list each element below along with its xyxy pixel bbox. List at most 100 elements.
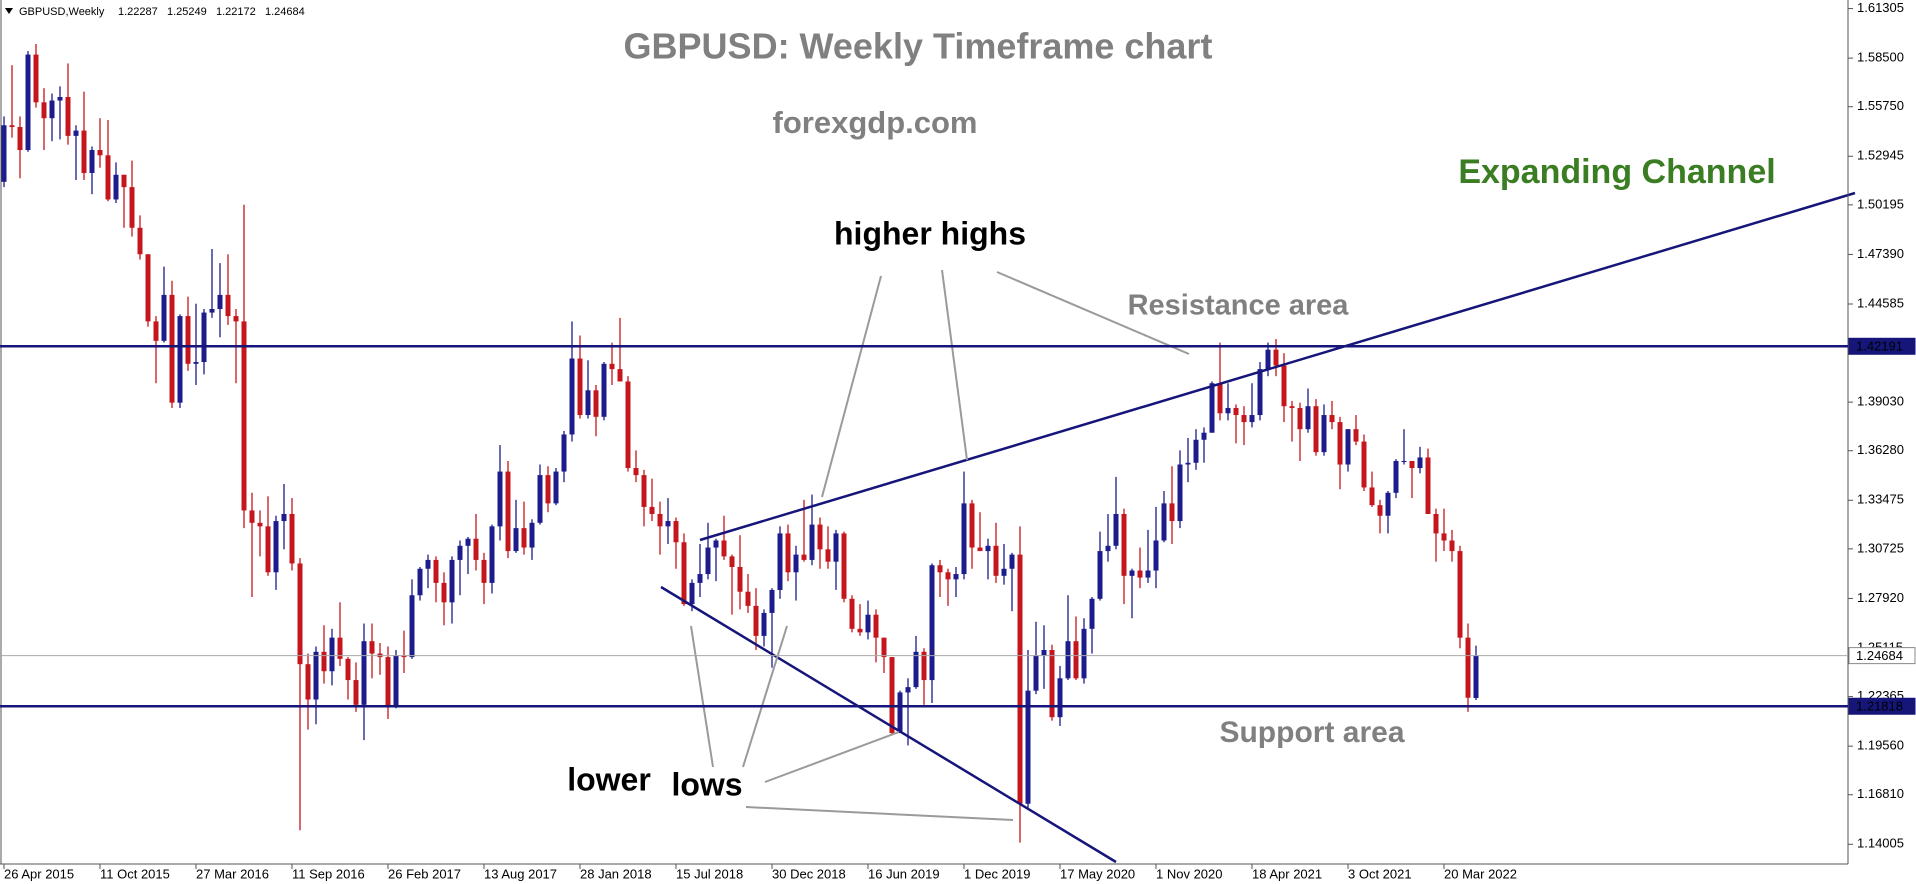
candle-body <box>337 637 343 659</box>
candle-body <box>1025 690 1031 804</box>
candle-body <box>1041 650 1047 656</box>
x-tick-label: 18 Apr 2021 <box>1252 866 1322 881</box>
y-tick-label: 1.47390 <box>1857 246 1904 261</box>
pointer-line <box>821 275 882 498</box>
y-tick-label: 1.50195 <box>1857 196 1904 211</box>
candle-body <box>1441 533 1447 541</box>
candle-body <box>81 130 87 173</box>
price-tag <box>1848 697 1916 715</box>
candle-body <box>1009 554 1015 569</box>
candle-body <box>425 559 431 569</box>
pointer-line <box>996 271 1190 355</box>
candle-body <box>769 589 775 613</box>
candle-body <box>1337 422 1343 465</box>
candle-body <box>945 572 951 580</box>
candle-body <box>585 390 591 416</box>
candle-body <box>41 102 47 119</box>
lower-trend-line <box>660 585 1117 864</box>
candle-body <box>985 545 991 552</box>
chart-title: GBPUSD: Weekly Timeframe chart <box>624 26 1213 67</box>
x-tick-label: 15 Jul 2018 <box>676 866 743 881</box>
annotation: Resistance area <box>1128 290 1350 322</box>
y-tick-label: 1.16810 <box>1857 786 1904 801</box>
candle-body <box>809 524 815 560</box>
x-tick-label: 11 Sep 2016 <box>292 866 365 881</box>
candle-body <box>1097 551 1103 599</box>
candle-body <box>721 540 727 557</box>
candle-body <box>369 641 375 654</box>
candle-body <box>577 358 583 416</box>
candle-body <box>1305 406 1311 430</box>
candle-body <box>1057 678 1063 718</box>
candle-body <box>353 680 359 705</box>
candle-body <box>689 582 695 605</box>
candle-body <box>1393 460 1399 493</box>
candle-body <box>153 321 159 341</box>
candle-body <box>865 614 871 633</box>
candle-body <box>857 628 863 633</box>
candle-body <box>969 503 975 548</box>
x-tick-label: 17 May 2020 <box>1060 866 1135 881</box>
price-tag <box>1848 647 1916 665</box>
candle-body <box>801 554 807 560</box>
price-tag-label: 1.21818 <box>1856 699 1903 714</box>
candle-body <box>1225 407 1231 414</box>
x-tick-label: 16 Jun 2019 <box>868 866 940 881</box>
candle-body <box>1385 492 1391 516</box>
y-tick-label: 1.55750 <box>1857 98 1904 113</box>
candle-body <box>521 528 527 548</box>
candle-body <box>673 521 679 543</box>
candle-body <box>249 510 255 523</box>
candle-body <box>1033 655 1039 691</box>
price-tag-label: 1.42191 <box>1856 339 1903 354</box>
candle-body <box>793 554 799 573</box>
candle-body <box>849 598 855 629</box>
candle-body <box>1321 415 1327 453</box>
candle-body <box>505 471 511 552</box>
candle-body <box>1345 429 1351 465</box>
candle-body <box>905 687 911 693</box>
candle-body <box>361 641 367 705</box>
header-high: 1.25249 <box>167 6 207 18</box>
x-tick-label: 3 Oct 2021 <box>1348 866 1412 881</box>
candle-body <box>761 612 767 636</box>
candle-body <box>97 150 103 156</box>
candle-body <box>1417 457 1423 469</box>
candle-body <box>569 358 575 435</box>
candle-body <box>1113 513 1119 546</box>
candle-body <box>1169 503 1175 522</box>
candle-body <box>537 475 543 523</box>
candle-body <box>625 381 631 469</box>
x-tick-label: 20 Mar 2022 <box>1444 866 1517 881</box>
candle-body <box>1289 406 1295 408</box>
candle-body <box>113 174 119 200</box>
x-tick-label: 30 Dec 2018 <box>772 866 846 881</box>
candle-body <box>1369 487 1375 506</box>
candle-body <box>705 547 711 575</box>
candle-body <box>489 526 495 583</box>
candle-body <box>481 559 487 583</box>
candle-body <box>1241 415 1247 423</box>
candle-body <box>25 54 31 151</box>
candle-body <box>289 513 295 564</box>
candle-body <box>433 559 439 583</box>
header-close: 1.24684 <box>265 6 305 18</box>
y-tick-label: 1.30725 <box>1857 540 1904 555</box>
candle-body <box>953 574 959 580</box>
candle-body <box>1 125 7 182</box>
candle-body <box>1353 429 1359 442</box>
candle-body <box>1161 503 1167 541</box>
candle-body <box>1137 570 1143 578</box>
candle-body <box>977 547 983 552</box>
candle-body <box>553 471 559 504</box>
candle-body <box>1017 554 1023 804</box>
price-tag <box>1848 337 1916 355</box>
candle-body <box>441 582 447 603</box>
candle-body <box>1473 655 1479 698</box>
y-tick-label: 1.36280 <box>1857 442 1904 457</box>
candle-body <box>641 475 647 507</box>
candle-body <box>193 362 199 364</box>
pointer-line <box>941 269 968 461</box>
